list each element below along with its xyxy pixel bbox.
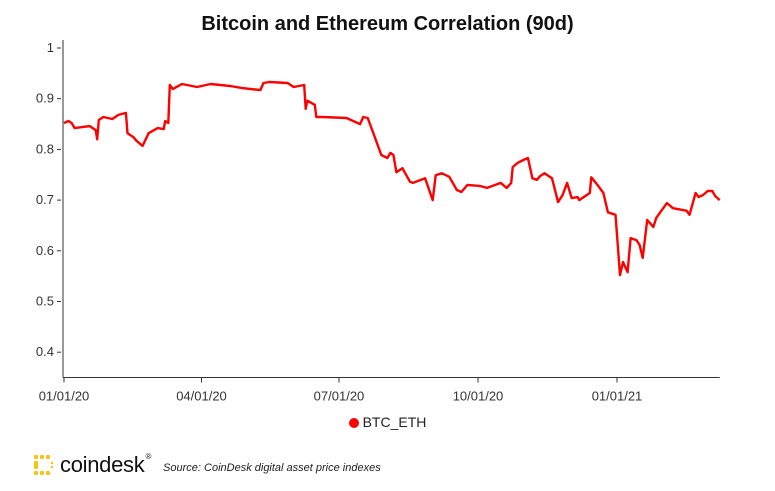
- y-tick-label: 0.9: [36, 91, 54, 106]
- legend-label-btc-eth: BTC_ETH: [362, 414, 427, 430]
- series-line-btc-eth: [63, 80, 721, 277]
- line-chart: 0.4 0.5 0.6 0.7 0.8 0.9 1 01/01/20 04/01/20 07/0…: [36, 40, 721, 404]
- source-note: Source: CoinDesk digital asset price ind…: [163, 462, 381, 474]
- y-tick-label: 0.5: [36, 294, 54, 309]
- y-tick-label: 1: [47, 40, 54, 55]
- y-tick-label: 0.4: [36, 344, 54, 359]
- y-tick-label: 0.7: [36, 192, 54, 207]
- y-axis-ticks: 0.4 0.5 0.6 0.7 0.8 0.9 1: [36, 40, 61, 359]
- legend: BTC_ETH: [0, 414, 775, 430]
- y-tick-label: 0.6: [36, 243, 54, 258]
- x-axis-ticks: 01/01/20 04/01/20 07/01/20 10/01/20 01/01/21: [39, 377, 643, 404]
- axes: [62, 40, 720, 379]
- x-tick-label: 07/01/20: [314, 389, 365, 404]
- brand-name: coindesk®: [60, 452, 152, 477]
- x-tick-label: 01/01/21: [592, 389, 643, 404]
- legend-marker-icon: [348, 418, 359, 428]
- x-tick-label: 10/01/20: [453, 389, 504, 404]
- x-tick-label: 01/01/20: [39, 389, 90, 404]
- y-tick-label: 0.8: [36, 141, 54, 156]
- coindesk-logo-icon: [34, 455, 54, 475]
- chart-title: Bitcoin and Ethereum Correlation (90d): [201, 13, 574, 35]
- footer: coindesk® Source: CoinDesk digital asset…: [34, 452, 381, 478]
- x-tick-label: 04/01/20: [176, 389, 227, 404]
